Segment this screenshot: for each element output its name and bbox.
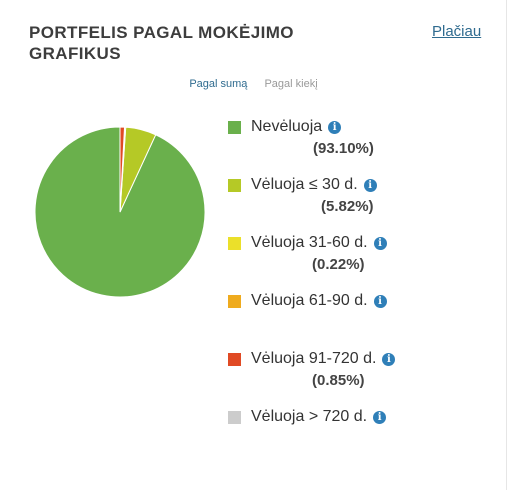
info-icon[interactable]: i bbox=[328, 120, 342, 134]
pie-slice-4[interactable] bbox=[119, 126, 126, 213]
legend-label: Vėluoja 91-720 d. bbox=[251, 350, 377, 367]
legend-item-late-30: Vėluoja ≤ 30 d. i (5.82%) bbox=[228, 176, 428, 215]
legend-percent: (0.85%) bbox=[312, 372, 365, 389]
legend-swatch bbox=[228, 236, 241, 250]
pie-chart bbox=[34, 126, 206, 298]
info-icon[interactable]: i bbox=[373, 410, 387, 424]
legend-percent: (5.82%) bbox=[321, 198, 374, 215]
legend-label: Vėluoja 31-60 d. bbox=[251, 234, 368, 251]
more-link[interactable]: Plačiau bbox=[432, 23, 482, 40]
legend-item-late-61-90: Vėluoja 61-90 d. i bbox=[228, 292, 428, 310]
legend-swatch bbox=[228, 352, 241, 366]
legend-swatch bbox=[228, 410, 241, 424]
legend-item-late-31-60: Vėluoja 31-60 d. i (0.22%) bbox=[228, 234, 428, 273]
legend-label: Vėluoja 61-90 d. bbox=[251, 292, 368, 309]
legend-item-late-720-plus: Vėluoja > 720 d. i bbox=[228, 408, 428, 426]
info-icon[interactable]: i bbox=[373, 294, 387, 308]
legend-swatch bbox=[228, 294, 241, 308]
tab-by-count[interactable]: Pagal kiekį bbox=[264, 78, 318, 90]
legend-percent: (93.10%) bbox=[313, 140, 374, 157]
legend-swatch bbox=[228, 178, 241, 192]
legend-percent: (0.22%) bbox=[312, 256, 365, 273]
legend-item-not-late: Nevėluoja i (93.10%) bbox=[228, 118, 428, 157]
card-title: Portfelis pagal mokėjimo grafikus bbox=[29, 23, 294, 63]
legend-swatch bbox=[228, 120, 241, 134]
view-tabs: Pagal sumą Pagal kiekį bbox=[0, 78, 507, 90]
legend-label: Vėluoja > 720 d. bbox=[251, 408, 368, 425]
tab-by-amount[interactable]: Pagal sumą bbox=[189, 78, 248, 90]
legend-label: Vėluoja ≤ 30 d. bbox=[251, 176, 358, 193]
info-icon[interactable]: i bbox=[373, 236, 387, 250]
legend-item-late-91-720: Vėluoja 91-720 d. i (0.85%) bbox=[228, 350, 428, 389]
info-icon[interactable]: i bbox=[382, 352, 396, 366]
info-icon[interactable]: i bbox=[363, 178, 377, 192]
legend-label: Nevėluoja bbox=[251, 118, 323, 135]
